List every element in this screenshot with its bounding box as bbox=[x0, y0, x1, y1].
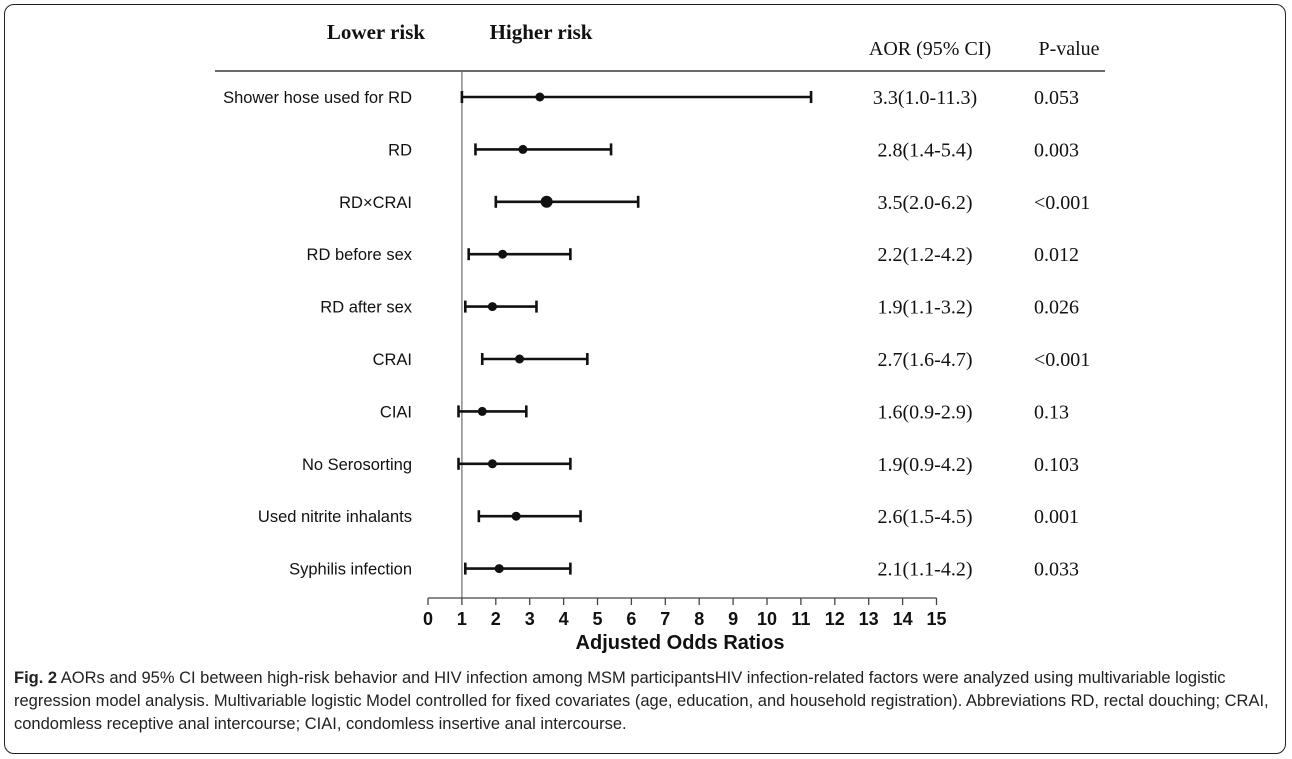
x-tick-label: 14 bbox=[893, 609, 913, 629]
row-label: RD bbox=[388, 141, 412, 159]
x-axis-label: Adjusted Odds Ratios bbox=[576, 632, 785, 654]
x-tick-label: 4 bbox=[559, 609, 569, 629]
p-value: 0.001 bbox=[1034, 506, 1079, 528]
x-tick-label: 5 bbox=[592, 609, 602, 629]
x-tick-label: 7 bbox=[660, 609, 670, 629]
aor-point bbox=[498, 249, 508, 259]
header-higher-risk: Higher risk bbox=[490, 20, 593, 44]
p-value: <0.001 bbox=[1034, 349, 1090, 371]
x-tick-label: 13 bbox=[859, 609, 879, 629]
aor-ci-value: 2.1(1.1-4.2) bbox=[878, 559, 973, 581]
aor-point bbox=[535, 92, 545, 102]
aor-ci-value: 3.5(2.0-6.2) bbox=[878, 192, 973, 214]
aor-ci-value: 2.7(1.6-4.7) bbox=[878, 349, 973, 371]
row-label: CIAI bbox=[380, 403, 412, 421]
header-aor: AOR (95% CI) bbox=[869, 38, 991, 60]
p-value: 0.103 bbox=[1034, 454, 1079, 476]
figure-frame bbox=[4, 4, 1286, 754]
aor-ci-value: 1.6(0.9-2.9) bbox=[878, 401, 973, 423]
row-label: Shower hose used for RD bbox=[223, 89, 412, 107]
aor-ci-value: 2.6(1.5-4.5) bbox=[878, 506, 973, 528]
aor-ci-value: 2.8(1.4-5.4) bbox=[878, 139, 973, 161]
p-value: 0.012 bbox=[1034, 244, 1079, 266]
row-label: Used nitrite inhalants bbox=[258, 508, 412, 526]
x-tick-label: 9 bbox=[728, 609, 738, 629]
p-value: 0.053 bbox=[1034, 87, 1079, 109]
row-label: RD×CRAI bbox=[339, 194, 412, 212]
p-value: <0.001 bbox=[1034, 192, 1090, 214]
header-lower-risk: Lower risk bbox=[327, 20, 426, 44]
forest-plot: Lower risk Higher risk AOR (95% CI) P-va… bbox=[215, 20, 1105, 654]
p-value: 0.026 bbox=[1034, 297, 1079, 319]
aor-point bbox=[515, 354, 525, 364]
x-tick-label: 11 bbox=[791, 609, 810, 629]
aor-ci-value: 1.9(0.9-4.2) bbox=[878, 454, 973, 476]
aor-point bbox=[477, 406, 487, 416]
header-p-value: P-value bbox=[1038, 38, 1099, 60]
aor-ci-value: 1.9(1.1-3.2) bbox=[878, 297, 973, 319]
row-label: RD after sex bbox=[320, 299, 412, 317]
aor-point bbox=[487, 302, 497, 312]
aor-point bbox=[487, 459, 497, 469]
caption-label: Fig. 2 bbox=[14, 669, 58, 687]
x-tick-label: 0 bbox=[423, 609, 433, 629]
x-tick-label: 10 bbox=[757, 609, 777, 629]
figure-caption: Fig. 2 AORs and 95% CI between high-risk… bbox=[14, 667, 1276, 736]
x-tick-label: 15 bbox=[926, 609, 946, 629]
row-label: Syphilis infection bbox=[289, 561, 412, 579]
aor-point bbox=[494, 564, 504, 574]
x-tick-label: 12 bbox=[825, 609, 845, 629]
p-value: 0.003 bbox=[1034, 139, 1079, 161]
caption-text: AORs and 95% CI between high-risk behavi… bbox=[14, 669, 1269, 733]
x-tick-label: 6 bbox=[626, 609, 636, 629]
p-value: 0.13 bbox=[1034, 401, 1069, 423]
aor-ci-value: 2.2(1.2-4.2) bbox=[878, 244, 973, 266]
aor-point bbox=[518, 144, 528, 154]
x-tick-label: 8 bbox=[694, 609, 704, 629]
row-label: RD before sex bbox=[307, 246, 413, 264]
x-tick-label: 2 bbox=[491, 609, 501, 629]
aor-point bbox=[540, 195, 553, 208]
p-value: 0.033 bbox=[1034, 559, 1079, 581]
aor-ci-value: 3.3(1.0-11.3) bbox=[873, 87, 977, 109]
row-label: CRAI bbox=[373, 351, 412, 369]
x-tick-label: 1 bbox=[457, 609, 467, 629]
aor-point bbox=[511, 511, 521, 521]
row-label: No Serosorting bbox=[302, 456, 412, 474]
x-tick-label: 3 bbox=[525, 609, 535, 629]
